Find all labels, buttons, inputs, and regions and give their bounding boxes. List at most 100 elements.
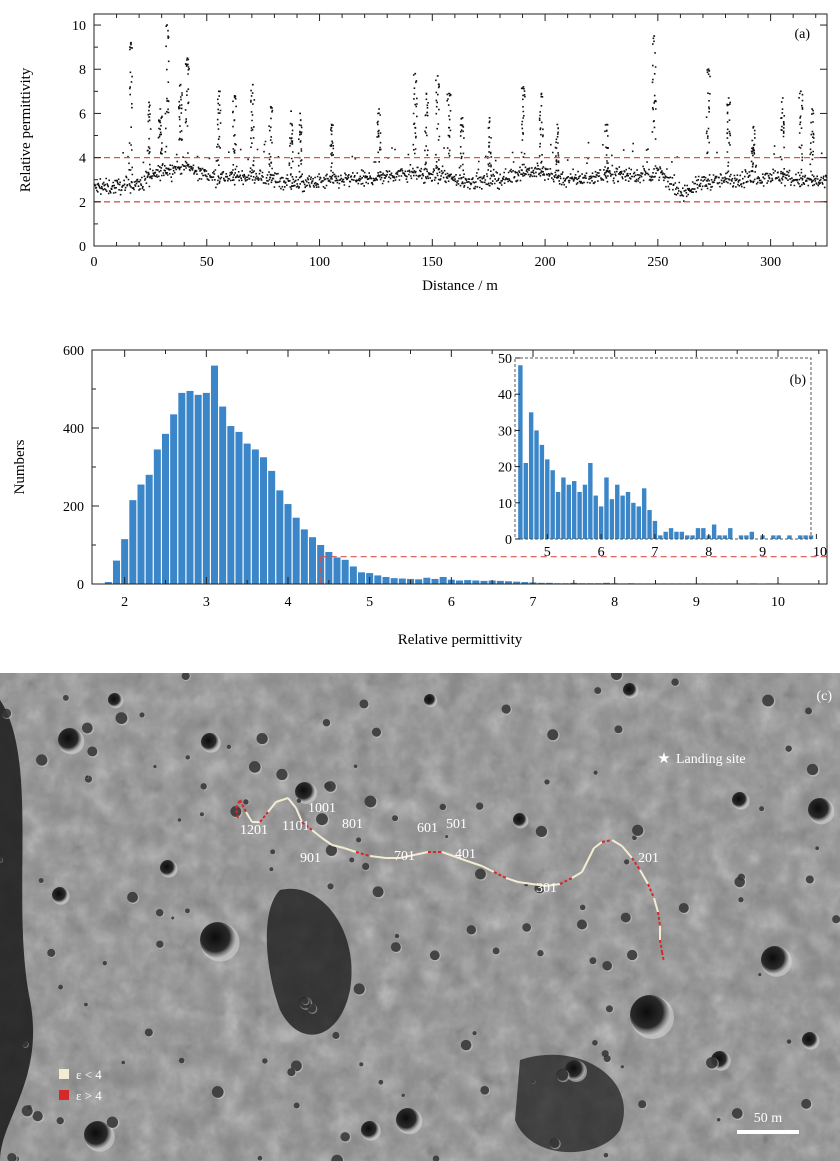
crater-small (155, 909, 164, 917)
spike-points (164, 24, 170, 169)
histogram-bar (374, 575, 382, 584)
crater-small (390, 942, 401, 953)
spike-points (726, 97, 732, 167)
crater-small (301, 997, 309, 1005)
inset-bar (582, 484, 588, 539)
histogram-bar (464, 580, 472, 584)
crater-small (156, 940, 164, 948)
track-segment-low (571, 871, 583, 879)
track-label: 701 (394, 849, 415, 864)
y-tick-label: 0 (79, 240, 86, 255)
crater-small (84, 1002, 88, 1007)
crater (84, 1121, 112, 1149)
crater (108, 693, 122, 707)
crater-small (801, 1098, 812, 1109)
crater-small (401, 1093, 405, 1098)
x-tick-label: 50 (200, 255, 214, 270)
histogram-bar (513, 581, 521, 584)
x-tick-label: 6 (448, 595, 455, 610)
crater-small (269, 867, 274, 872)
crater-small (806, 763, 819, 776)
crater-small (592, 1040, 598, 1046)
crater-small (445, 835, 449, 839)
track-segment-low (311, 829, 323, 839)
crater-small (364, 795, 377, 808)
panel-c-label: (c) (816, 689, 832, 704)
crater (160, 860, 176, 876)
crater-small (327, 883, 334, 890)
track-segment-low (505, 877, 519, 883)
crater-small (276, 768, 288, 781)
inset-bar (674, 531, 679, 539)
spike-points (486, 117, 493, 172)
crater-small (632, 824, 644, 836)
y-tick-label: 2 (79, 196, 86, 211)
inset-bar (625, 491, 631, 539)
baseline-points (94, 138, 827, 203)
histogram-bar (251, 449, 259, 584)
spike-points (798, 90, 804, 180)
crater (361, 1121, 379, 1139)
crater-small (620, 912, 631, 923)
x-tick-label: 8 (611, 595, 618, 610)
histogram-bar (235, 431, 243, 584)
legend-label-high: ε > 4 (76, 1088, 102, 1103)
crater-small (716, 1117, 721, 1122)
histogram-bar (357, 572, 366, 584)
inset-bar (528, 412, 534, 539)
crater-small (614, 725, 623, 734)
spike-points (538, 92, 544, 173)
inset-bar (717, 535, 722, 539)
crater (732, 792, 748, 808)
spike-points (604, 123, 609, 174)
inset-bar (534, 430, 539, 539)
histogram-bar (333, 557, 341, 584)
crater-small (544, 779, 550, 785)
inset-bar (593, 495, 598, 539)
track-segment-high (631, 857, 641, 871)
inset-bar (695, 528, 701, 539)
inset-bar (550, 470, 555, 539)
track-segment-low (593, 841, 603, 849)
crater-small (602, 960, 613, 971)
crater-small (758, 973, 762, 977)
crater-small (287, 1068, 296, 1077)
crater-small (47, 948, 56, 957)
spike-points (288, 110, 294, 178)
histogram-bar (161, 433, 170, 584)
x-tick-label: 300 (760, 255, 781, 270)
panel-a-ylabel: Relative permittivity (18, 67, 34, 192)
inset-bar (539, 444, 545, 539)
inset-x-tick-label: 6 (598, 545, 605, 560)
crater-small (325, 844, 338, 856)
histogram-bar (398, 578, 406, 584)
histogram-bar (480, 580, 488, 584)
spike-points (178, 83, 183, 141)
crater-small (356, 837, 362, 843)
track-segment-high (235, 807, 239, 819)
inset-bar (685, 535, 690, 539)
x-tick-label: 200 (535, 255, 556, 270)
spike-points (157, 108, 163, 155)
crater-small (325, 781, 336, 792)
crater (630, 995, 670, 1035)
inset-x-tick-label: 9 (759, 545, 766, 560)
inset-bar (641, 488, 647, 539)
inset-bar (679, 531, 685, 539)
rover-track (235, 797, 665, 963)
y-tick-label: 400 (63, 422, 84, 437)
crater-small (372, 886, 384, 898)
crater-small (594, 687, 602, 695)
crater (424, 694, 436, 706)
crater-small (611, 673, 622, 680)
crater-small (102, 961, 108, 966)
crater-small (22, 1041, 29, 1048)
inset-bar (561, 477, 566, 539)
inset-bar (787, 535, 792, 539)
crater-small (429, 950, 440, 961)
crater-small (492, 947, 500, 955)
crater-small (62, 694, 69, 701)
crater-small (353, 764, 358, 769)
crater (808, 798, 832, 822)
crater-small (262, 1058, 268, 1064)
